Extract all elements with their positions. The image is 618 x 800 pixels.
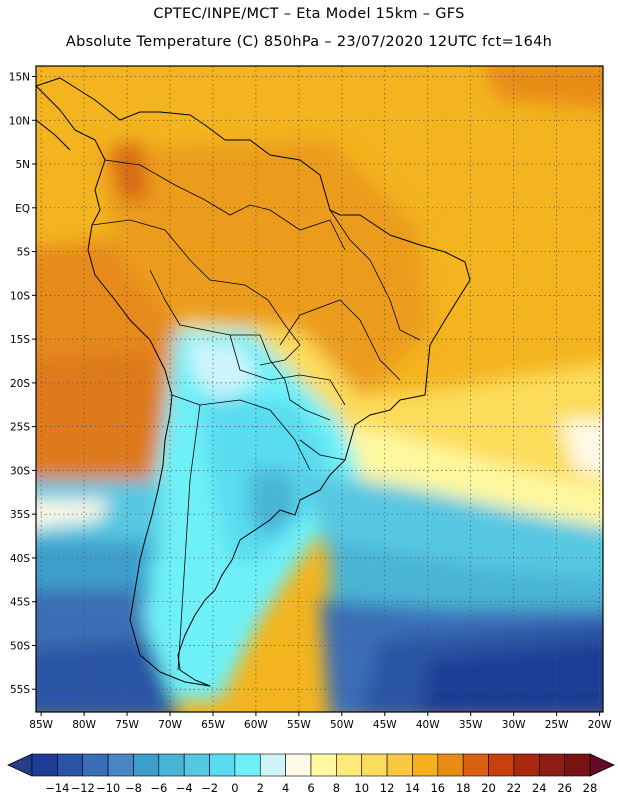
- colorbar-label: 12: [380, 781, 395, 795]
- lat-label: 35S: [10, 509, 30, 521]
- lon-label: 40W: [416, 719, 440, 731]
- colorbar-swatch: [361, 753, 388, 777]
- colorbar-label: 20: [481, 781, 496, 795]
- colorbar-swatch: [57, 753, 84, 777]
- colorbar-label: −10: [96, 781, 120, 795]
- colorbar-label: −8: [125, 781, 142, 795]
- colorbar-label: 4: [282, 781, 289, 795]
- lon-label: 75W: [115, 719, 139, 731]
- colorbar-under-arrow: [7, 753, 33, 777]
- colorbar-swatch: [538, 753, 565, 777]
- longitude-labels: 85W 80W 75W 70W 65W 60W 55W 50W 45W 40W 35W 30W 25W 2…: [29, 712, 612, 731]
- colorbar-label: 8: [333, 781, 340, 795]
- temperature-field: [36, 66, 603, 712]
- lat-label: 25S: [10, 422, 30, 434]
- colorbar-label: 18: [456, 781, 471, 795]
- colorbar-label: −4: [176, 781, 193, 795]
- colorbar-label: −14: [45, 781, 69, 795]
- colorbar-swatch: [386, 753, 413, 777]
- lon-label: 50W: [330, 719, 354, 731]
- lat-label: 15S: [10, 334, 30, 346]
- colorbar-label: 0: [231, 781, 238, 795]
- lat-label: 45S: [10, 597, 30, 609]
- colorbar-swatch: [336, 753, 363, 777]
- colorbar-swatch: [107, 753, 134, 777]
- lat-label: 30S: [10, 465, 30, 477]
- map-subtitle: Absolute Temperature (C) 850hPa – 23/07/…: [65, 34, 553, 50]
- graticule: [36, 66, 603, 712]
- lat-label: 15N: [9, 72, 30, 84]
- lon-label: 85W: [29, 719, 53, 731]
- colorbar-swatch: [183, 753, 210, 777]
- lon-label: 60W: [244, 719, 268, 731]
- temperature-map: 15N 10N 5N EQ 5S 10S 15S 20S 25S 30S 35S 40S 45S 50S 5…: [9, 65, 612, 731]
- coastlines: [35, 77, 471, 687]
- lat-label: 10N: [9, 115, 30, 127]
- lat-label: 5S: [17, 247, 31, 259]
- lon-label: 25W: [545, 719, 569, 731]
- colorbar-swatch: [513, 753, 540, 777]
- colorbar: −14 −12 −10 −8 −6 −4 −2 0 2 4 6 8 10 12 14 16 18 20 22 24 26…: [7, 753, 615, 795]
- colorbar-swatch: [462, 753, 489, 777]
- colorbar-label: −12: [71, 781, 95, 795]
- country-borders: [91, 159, 421, 671]
- colorbar-swatch: [437, 753, 464, 777]
- colorbar-swatch: [564, 753, 591, 777]
- lon-label: 30W: [502, 719, 526, 731]
- lat-label: 40S: [10, 553, 30, 565]
- lon-label: 35W: [459, 719, 483, 731]
- colorbar-label: 16: [430, 781, 445, 795]
- colorbar-label: 2: [257, 781, 264, 795]
- latitude-labels: 15N 10N 5N EQ 5S 10S 15S 20S 25S 30S 35S 40S 45S 50S 5…: [9, 72, 36, 696]
- lon-label: 55W: [287, 719, 311, 731]
- colorbar-label: 14: [405, 781, 420, 795]
- colorbar-label: −2: [201, 781, 218, 795]
- map-frame: [35, 65, 604, 713]
- colorbar-swatch: [488, 753, 515, 777]
- lat-label: EQ: [15, 203, 30, 215]
- colorbar-swatch: [259, 753, 286, 777]
- colorbar-swatch: [310, 753, 337, 777]
- lat-label: 5N: [15, 159, 30, 171]
- map-title: CPTEC/INPE/MCT – Eta Model 15km – GFS: [153, 6, 465, 22]
- colorbar-label: 28: [583, 781, 598, 795]
- colorbar-labels: −14 −12 −10 −8 −6 −4 −2 0 2 4 6 8 10 12 14 16 18 20 22 24 26…: [45, 781, 597, 795]
- colorbar-label: 26: [557, 781, 572, 795]
- colorbar-label: 24: [532, 781, 547, 795]
- colorbar-swatch: [285, 753, 312, 777]
- lon-label: 45W: [373, 719, 397, 731]
- colorbar-swatch: [158, 753, 185, 777]
- colorbar-label: 6: [307, 781, 314, 795]
- colorbar-swatch: [133, 753, 160, 777]
- lon-label: 20W: [588, 719, 612, 731]
- lat-label: 50S: [10, 640, 30, 652]
- lat-label: 55S: [10, 684, 30, 696]
- colorbar-label: 10: [354, 781, 369, 795]
- colorbar-swatch: [234, 753, 261, 777]
- lon-label: 65W: [201, 719, 225, 731]
- colorbar-swatch: [412, 753, 439, 777]
- lon-label: 80W: [72, 719, 96, 731]
- lat-label: 10S: [10, 290, 30, 302]
- lat-label: 20S: [10, 378, 30, 390]
- colorbar-swatch: [82, 753, 109, 777]
- colorbar-label: −6: [150, 781, 167, 795]
- colorbar-swatch: [31, 753, 58, 777]
- colorbar-swatch: [209, 753, 236, 777]
- lon-label: 70W: [158, 719, 182, 731]
- colorbar-label: 22: [507, 781, 522, 795]
- colorbar-over-arrow: [589, 753, 615, 777]
